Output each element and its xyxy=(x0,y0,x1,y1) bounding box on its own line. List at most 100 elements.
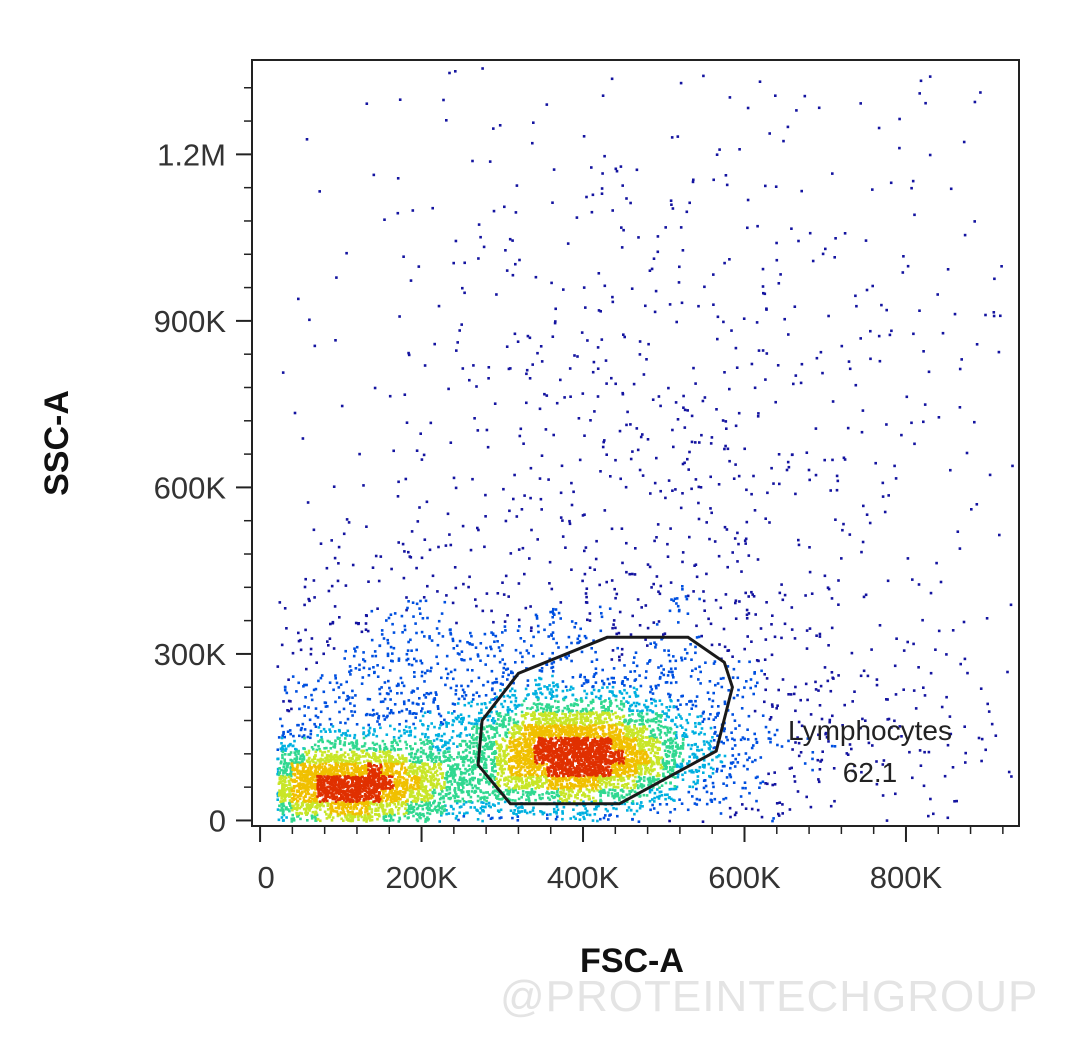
event-point xyxy=(785,468,789,472)
event-point xyxy=(430,796,434,799)
event-point xyxy=(338,616,341,619)
event-point xyxy=(629,423,632,426)
event-point xyxy=(928,153,932,157)
event-point xyxy=(354,650,357,653)
event-point xyxy=(456,745,459,748)
event-point xyxy=(638,718,642,722)
event-point xyxy=(408,804,411,808)
event-point xyxy=(599,629,603,633)
event-point xyxy=(401,542,405,546)
event-point xyxy=(472,693,475,697)
event-point xyxy=(347,813,350,816)
event-point xyxy=(688,201,691,205)
event-point xyxy=(783,593,787,597)
event-point xyxy=(472,750,476,753)
event-point xyxy=(924,101,927,105)
event-point xyxy=(648,269,652,272)
event-point xyxy=(679,746,682,749)
event-point xyxy=(427,755,430,758)
event-point xyxy=(288,799,292,802)
event-point xyxy=(454,486,458,490)
event-point xyxy=(508,716,512,719)
event-point xyxy=(695,756,699,760)
event-point xyxy=(691,703,695,707)
event-point xyxy=(319,757,323,761)
event-point xyxy=(621,682,624,685)
event-point xyxy=(464,779,468,782)
event-point xyxy=(681,462,685,466)
event-point xyxy=(525,784,528,788)
event-point xyxy=(363,742,367,745)
event-point xyxy=(413,770,417,773)
event-point xyxy=(416,520,420,523)
event-point xyxy=(279,747,283,750)
event-point xyxy=(521,546,525,550)
event-point xyxy=(614,382,617,386)
event-point xyxy=(506,710,510,714)
event-point xyxy=(479,235,482,239)
event-point xyxy=(490,741,493,744)
event-point xyxy=(286,765,289,769)
event-point xyxy=(305,805,309,809)
event-point xyxy=(343,741,347,744)
event-point xyxy=(557,794,561,798)
event-point xyxy=(431,574,435,578)
event-point xyxy=(304,750,307,754)
event-point xyxy=(686,457,689,461)
event-point xyxy=(809,805,813,809)
event-point xyxy=(764,638,768,641)
event-point xyxy=(582,682,586,685)
event-point xyxy=(338,742,342,745)
event-point xyxy=(323,747,326,750)
event-point xyxy=(428,745,432,749)
event-point xyxy=(320,735,323,739)
event-point xyxy=(745,488,748,492)
event-point xyxy=(709,507,712,510)
event-point xyxy=(308,718,312,722)
event-point xyxy=(362,666,366,670)
event-point xyxy=(444,776,447,780)
event-point xyxy=(554,307,557,311)
event-point xyxy=(472,725,475,728)
event-point xyxy=(949,468,952,472)
event-point xyxy=(582,800,585,804)
event-point xyxy=(771,783,774,787)
event-point xyxy=(473,776,476,780)
event-point xyxy=(615,723,619,726)
event-point xyxy=(362,749,366,753)
event-point xyxy=(357,818,360,821)
event-point xyxy=(683,657,687,660)
event-point xyxy=(420,741,423,745)
event-point xyxy=(630,703,634,707)
event-point xyxy=(441,775,444,779)
event-point xyxy=(649,709,652,712)
event-point xyxy=(723,754,727,758)
event-point xyxy=(282,732,285,735)
event-point xyxy=(330,584,334,588)
event-point xyxy=(420,670,424,674)
event-point xyxy=(470,736,474,740)
event-point xyxy=(734,617,738,620)
event-point xyxy=(405,596,408,599)
event-point xyxy=(831,458,834,462)
event-point xyxy=(472,733,475,737)
event-point xyxy=(598,583,601,587)
event-point xyxy=(649,719,652,723)
event-point xyxy=(407,734,411,737)
event-point xyxy=(780,636,783,640)
event-point xyxy=(958,406,962,409)
event-point xyxy=(746,198,750,202)
event-point xyxy=(472,759,475,762)
event-point xyxy=(281,794,285,798)
event-point xyxy=(583,804,586,808)
event-point xyxy=(493,681,497,684)
event-point xyxy=(484,805,487,809)
event-point xyxy=(324,756,327,760)
event-point xyxy=(528,557,531,560)
event-point xyxy=(381,739,385,743)
event-point xyxy=(622,696,625,700)
event-point xyxy=(375,712,379,715)
event-point xyxy=(590,800,594,804)
event-point xyxy=(313,596,316,599)
event-point xyxy=(282,748,285,751)
